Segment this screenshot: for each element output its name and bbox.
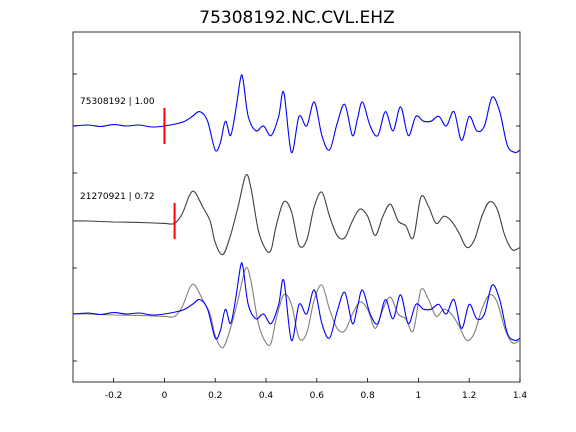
x-tick-label: 0.6 bbox=[310, 391, 325, 401]
trace-labels: 75308192 | 1.00 21270921 | 0.72 bbox=[80, 97, 155, 202]
x-tick-label: 1.4 bbox=[513, 391, 528, 401]
trace-blue-panel-1 bbox=[72, 74, 521, 154]
x-tick-label: 0.2 bbox=[208, 391, 222, 401]
x-tick-label: 1 bbox=[416, 391, 422, 401]
trace-gray-panel-2 bbox=[72, 174, 521, 256]
axis-ticks: -0.2 0 0.2 0.4 0.6 0.8 1 1.2 1.4 bbox=[73, 73, 528, 401]
trace-gray-panel-3 bbox=[72, 267, 521, 349]
traces bbox=[72, 74, 521, 349]
x-tick-label: 0.4 bbox=[259, 391, 274, 401]
plot-frame bbox=[72, 31, 521, 383]
chart-title: 75308192.NC.CVL.EHZ bbox=[199, 8, 394, 28]
trace-label-panel-1: 75308192 | 1.00 bbox=[80, 97, 155, 107]
x-tick-label: 0.8 bbox=[360, 391, 375, 401]
trace-label-panel-2: 21270921 | 0.72 bbox=[80, 192, 155, 202]
trace-blue-panel-3 bbox=[72, 262, 521, 342]
x-tick-label: -0.2 bbox=[105, 391, 123, 401]
x-tick-label: 1.2 bbox=[462, 391, 476, 401]
x-tick-label: 0 bbox=[162, 391, 168, 401]
